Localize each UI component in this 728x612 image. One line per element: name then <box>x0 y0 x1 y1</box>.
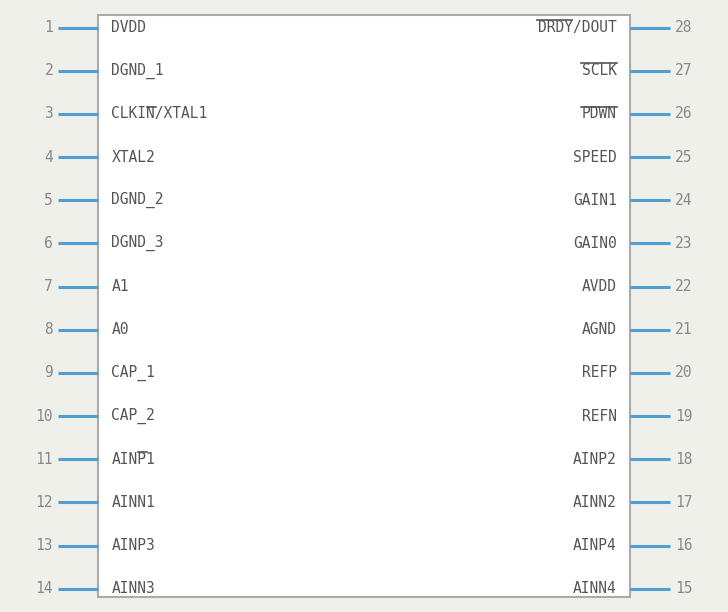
Text: CAP_2: CAP_2 <box>111 408 155 424</box>
Text: DVDD: DVDD <box>111 20 146 35</box>
Text: 25: 25 <box>675 149 692 165</box>
Text: DGND_3: DGND_3 <box>111 235 164 252</box>
Text: 2: 2 <box>44 63 53 78</box>
Text: 13: 13 <box>36 538 53 553</box>
Text: XTAL2: XTAL2 <box>111 149 155 165</box>
Text: 12: 12 <box>36 495 53 510</box>
Text: 27: 27 <box>675 63 692 78</box>
Text: 5: 5 <box>44 193 53 207</box>
Text: 17: 17 <box>675 495 692 510</box>
Text: AINP2: AINP2 <box>573 452 617 467</box>
Text: DGND_2: DGND_2 <box>111 192 164 208</box>
Text: AINP1: AINP1 <box>111 452 155 467</box>
Text: 9: 9 <box>44 365 53 381</box>
Text: SPEED: SPEED <box>573 149 617 165</box>
Text: AINN3: AINN3 <box>111 581 155 596</box>
Text: AINP4: AINP4 <box>573 538 617 553</box>
Text: A0: A0 <box>111 323 129 337</box>
Text: 26: 26 <box>675 106 692 121</box>
Text: AINN4: AINN4 <box>573 581 617 596</box>
Text: 20: 20 <box>675 365 692 381</box>
Text: 4: 4 <box>44 149 53 165</box>
Text: 7: 7 <box>44 279 53 294</box>
Text: A1: A1 <box>111 279 129 294</box>
Text: AINN1: AINN1 <box>111 495 155 510</box>
Text: 1: 1 <box>44 20 53 35</box>
Text: AINP3: AINP3 <box>111 538 155 553</box>
Text: 22: 22 <box>675 279 692 294</box>
Text: CAP_1: CAP_1 <box>111 365 155 381</box>
Text: AVDD: AVDD <box>582 279 617 294</box>
Bar <box>98 15 630 597</box>
Text: GAIN0: GAIN0 <box>573 236 617 251</box>
Text: REFP: REFP <box>582 365 617 381</box>
Text: GAIN1: GAIN1 <box>573 193 617 207</box>
Text: 16: 16 <box>675 538 692 553</box>
Text: CLKIN/XTAL1: CLKIN/XTAL1 <box>111 106 207 121</box>
Text: DRDY/DOUT: DRDY/DOUT <box>538 20 617 35</box>
Text: 19: 19 <box>675 409 692 424</box>
Text: REFN: REFN <box>582 409 617 424</box>
Text: AGND: AGND <box>582 323 617 337</box>
Text: 24: 24 <box>675 193 692 207</box>
Text: 11: 11 <box>36 452 53 467</box>
Text: 14: 14 <box>36 581 53 596</box>
Text: 28: 28 <box>675 20 692 35</box>
Text: 18: 18 <box>675 452 692 467</box>
Text: 15: 15 <box>675 581 692 596</box>
Text: DGND_1: DGND_1 <box>111 62 164 79</box>
Text: PDWN: PDWN <box>582 106 617 121</box>
Text: AINN2: AINN2 <box>573 495 617 510</box>
Text: SCLK: SCLK <box>582 63 617 78</box>
Text: 8: 8 <box>44 323 53 337</box>
Text: 3: 3 <box>44 106 53 121</box>
Text: 6: 6 <box>44 236 53 251</box>
Text: 10: 10 <box>36 409 53 424</box>
Text: 23: 23 <box>675 236 692 251</box>
Text: 21: 21 <box>675 323 692 337</box>
